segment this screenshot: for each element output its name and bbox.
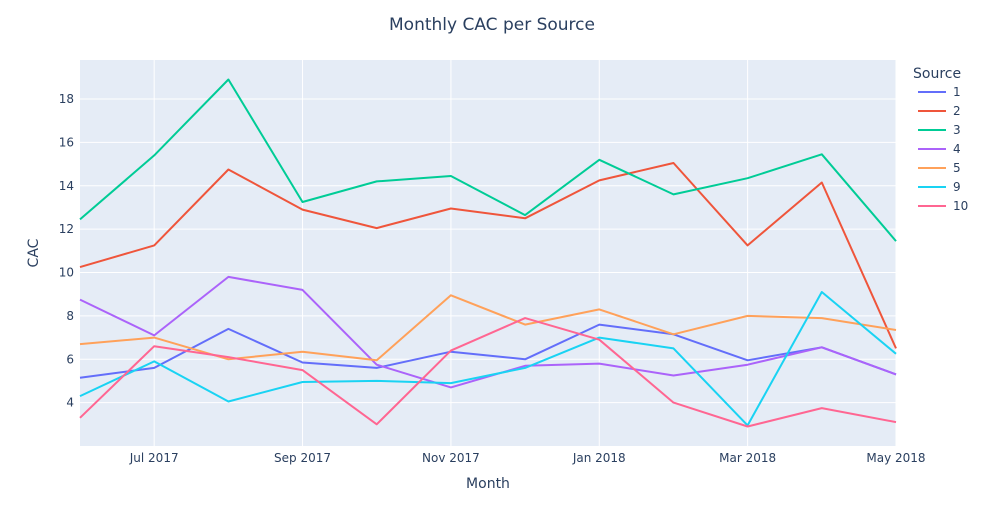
y-tick-label: 10: [59, 266, 74, 280]
legend-label-2[interactable]: 2: [953, 104, 961, 118]
y-tick-label: 8: [66, 309, 74, 323]
x-tick-label: Sep 2017: [274, 451, 331, 465]
series-line-9: [79, 291, 897, 427]
y-axis-title: CAC: [26, 238, 42, 267]
y-tick-label: 6: [66, 352, 74, 366]
y-tick-label: 14: [59, 179, 74, 193]
series-line-2: [79, 162, 897, 349]
y-tick-label: 4: [66, 396, 74, 410]
series-line-1: [79, 323, 897, 379]
y-tick-label: 16: [59, 135, 74, 149]
x-axis-title: Month: [466, 476, 510, 492]
plot-background: [80, 60, 896, 446]
x-tick-label: Mar 2018: [719, 451, 776, 465]
series-line-10: [79, 317, 897, 428]
legend-label-4[interactable]: 4: [953, 142, 961, 156]
legend-label-9[interactable]: 9: [953, 180, 961, 194]
y-tick-label: 12: [59, 222, 74, 236]
series-line-4: [79, 275, 897, 389]
legend-label-10[interactable]: 10: [953, 199, 968, 213]
x-tick-label: Nov 2017: [422, 451, 480, 465]
legend-title: Source: [913, 66, 961, 82]
legend: Source 1 2 3 4 5 9 10: [913, 66, 968, 213]
y-axis-ticks: 4 6 8 10 12 14 16 18: [59, 92, 74, 410]
x-tick-label: Jul 2017: [129, 451, 179, 465]
x-tick-label: Jan 2018: [572, 451, 626, 465]
legend-label-5[interactable]: 5: [953, 161, 961, 175]
series-lines: [79, 78, 897, 428]
legend-label-1[interactable]: 1: [953, 85, 961, 99]
chart-title: Monthly CAC per Source: [389, 15, 595, 35]
y-tick-label: 18: [59, 92, 74, 106]
x-tick-label: May 2018: [866, 451, 925, 465]
legend-label-3[interactable]: 3: [953, 123, 961, 137]
series-line-3: [79, 78, 897, 242]
x-axis-ticks: Jul 2017 Sep 2017 Nov 2017 Jan 2018 Mar 2018…: [129, 451, 926, 465]
